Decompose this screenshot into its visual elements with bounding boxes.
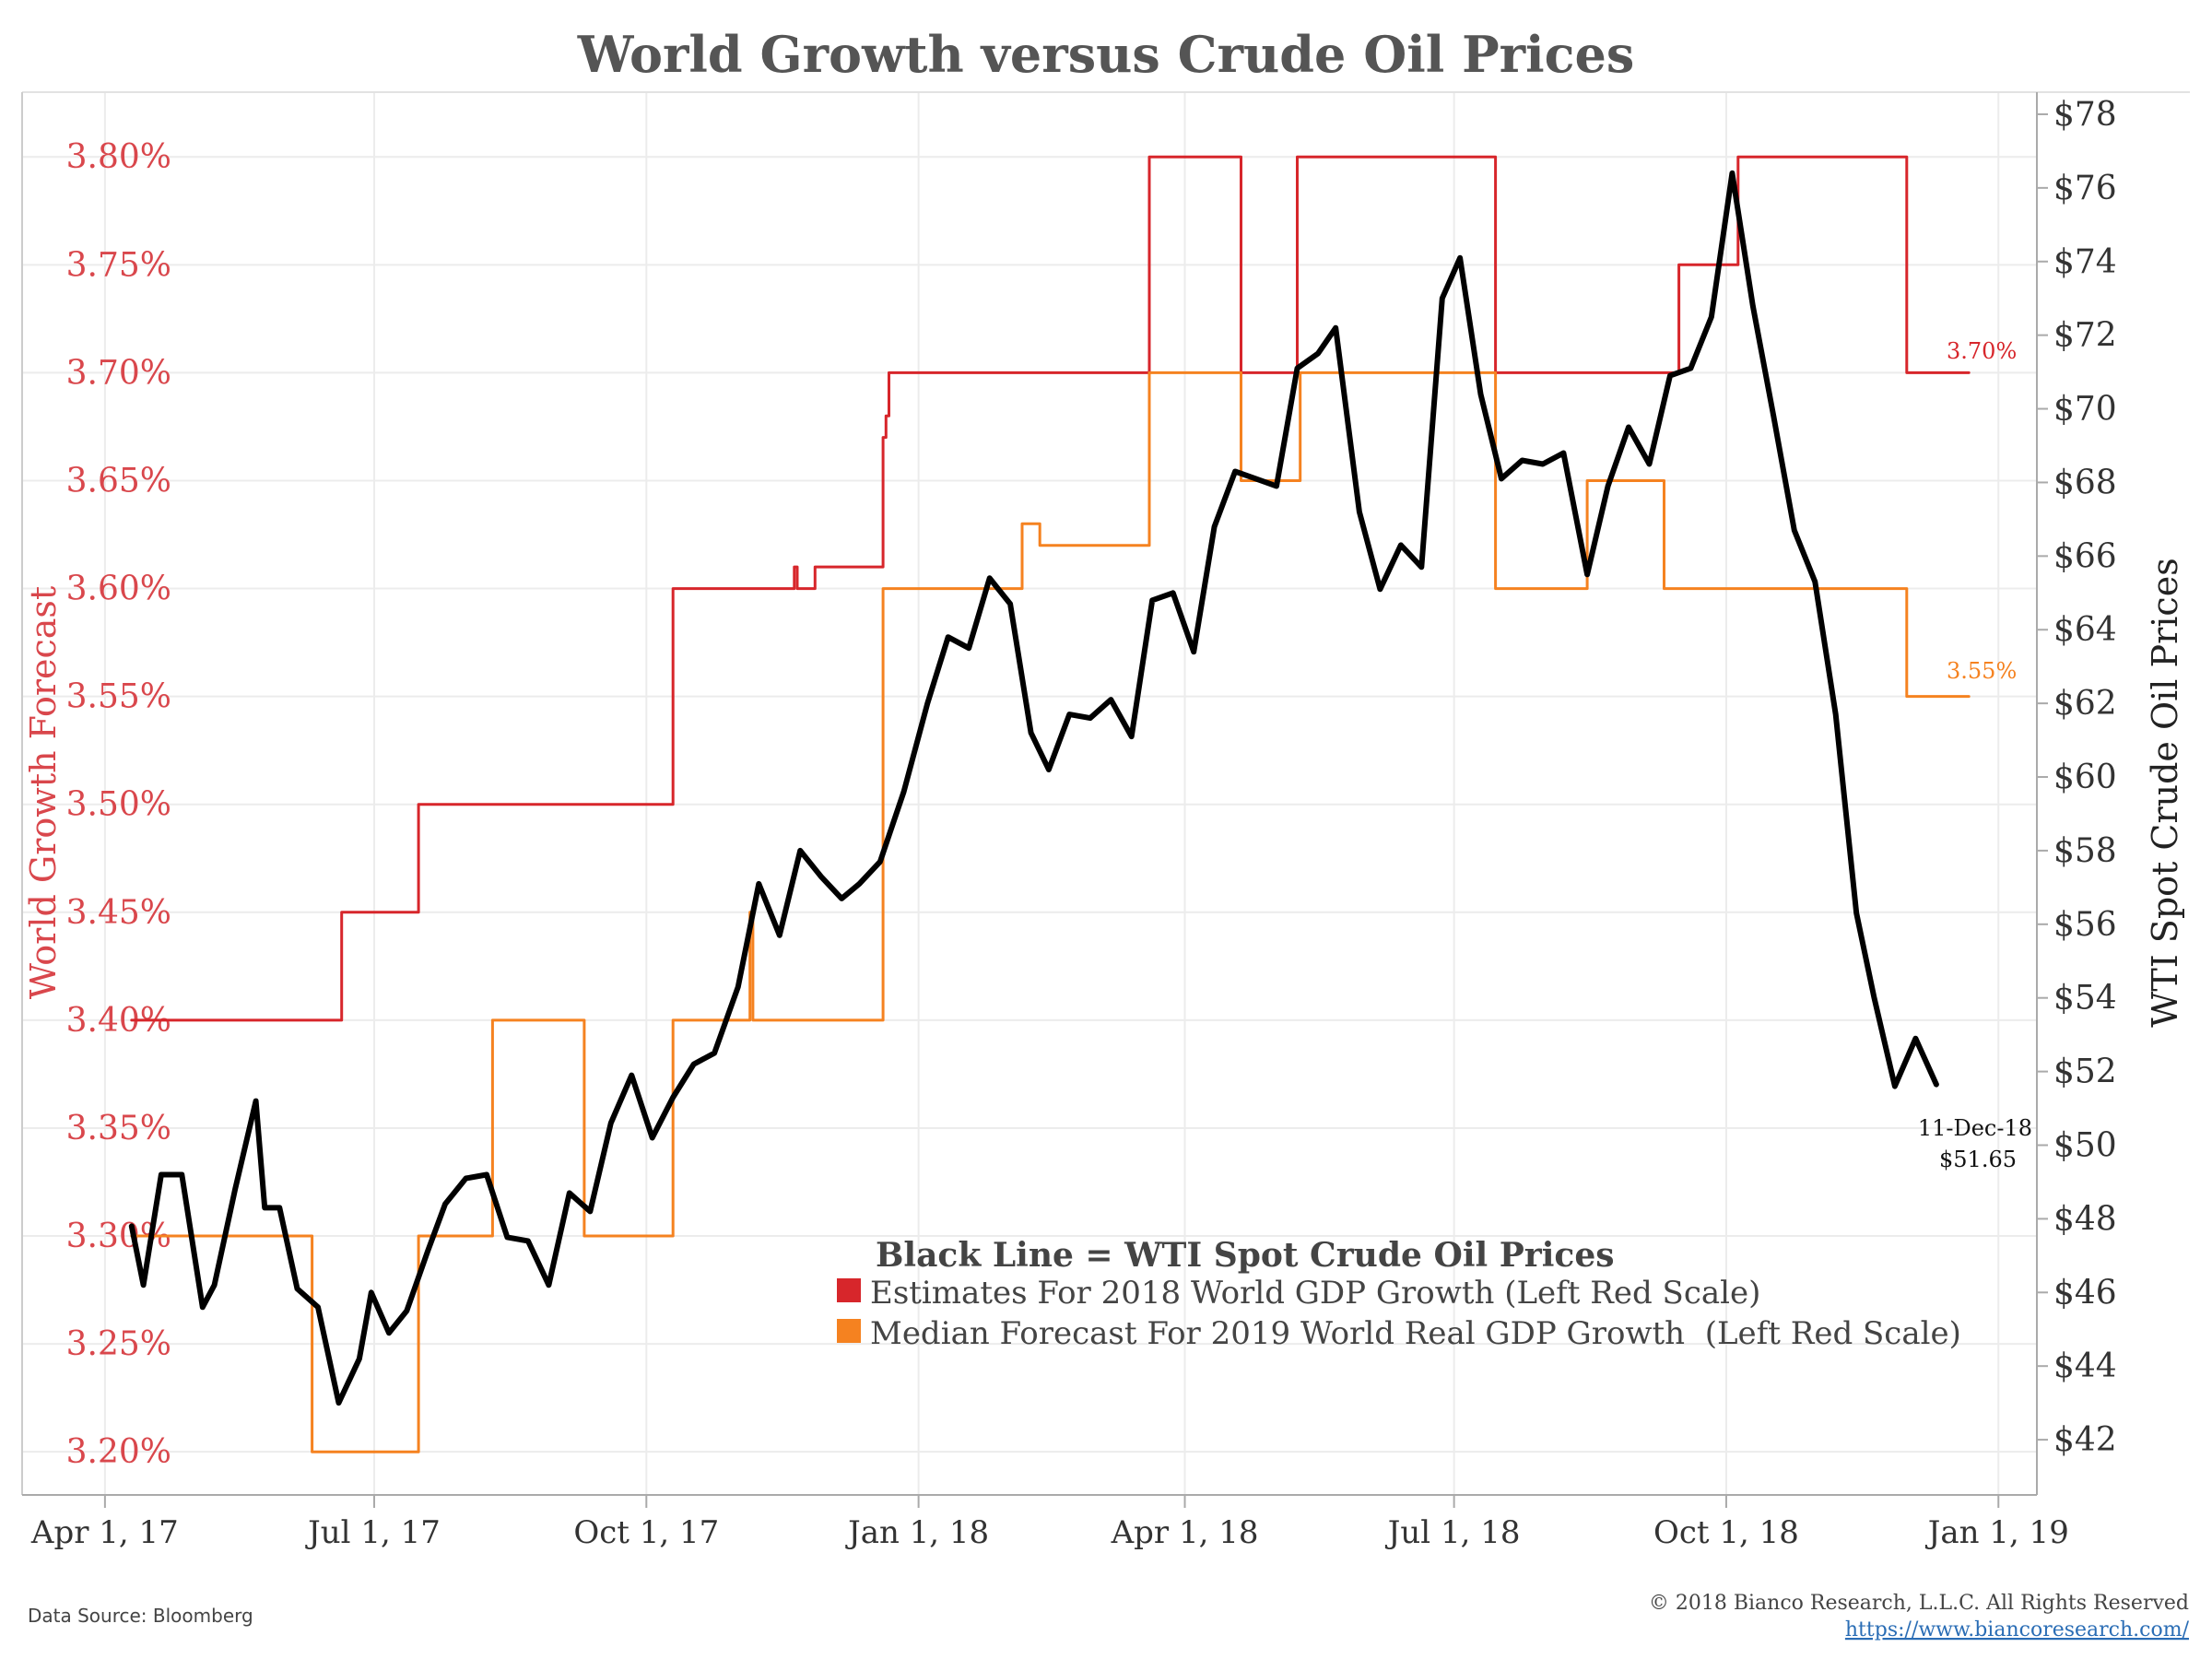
date-label: 11-Dec-18 <box>1918 1115 2032 1141</box>
x-axis-ticks: Apr 1, 17 Jul 1, 17 Oct 1, 17 Jan 1, 18 Apr … <box>30 1495 2069 1551</box>
x-tick-label: Apr 1, 17 <box>30 1514 179 1551</box>
right-tick-label: $54 <box>2053 980 2117 1018</box>
x-tick-label: Oct 1, 18 <box>1653 1514 1799 1551</box>
left-tick-label: 3.80% <box>66 138 171 176</box>
left-tick-label: 3.20% <box>66 1433 171 1471</box>
right-tick-label: $60 <box>2053 759 2117 796</box>
red-end-label: 3.70% <box>1947 338 2017 364</box>
right-tick-label: $62 <box>2053 685 2117 723</box>
left-axis-ticks: 3.20%3.25%3.30%3.35%3.40%3.45%3.50%3.55%… <box>66 138 171 1471</box>
copyright: © 2018 Bianco Research, L.L.C. All Right… <box>1649 1592 2189 1615</box>
left-tick-label: 3.25% <box>66 1325 171 1363</box>
orange-end-label: 3.55% <box>1947 658 2017 684</box>
legend-swatch-red <box>837 1278 861 1302</box>
right-tick-label: $66 <box>2053 537 2117 575</box>
left-axis-label: World Growth Forecast <box>23 586 64 999</box>
right-tick-label: $46 <box>2053 1274 2117 1312</box>
legend-header: Black Line = WTI Spot Crude Oil Prices <box>876 1236 1615 1275</box>
plot-frame <box>21 91 2190 1496</box>
x-tick-label: Apr 1, 18 <box>1111 1514 1259 1551</box>
right-tick-label: $42 <box>2053 1421 2117 1459</box>
right-tick-label: $78 <box>2053 96 2117 134</box>
series-2018-gdp-estimates <box>130 155 1971 1022</box>
x-tick-label: Jan 1, 18 <box>845 1514 989 1551</box>
right-axis-ticks: $42 $44 $46 $48 $50 $52 $54 $56 $58 $60 $62 $64 $66 $… <box>2037 96 2117 1459</box>
series-wti-oil-price <box>128 170 1939 1406</box>
right-tick-label: $50 <box>2053 1126 2117 1164</box>
right-tick-label: $44 <box>2053 1347 2117 1385</box>
legend: Black Line = WTI Spot Crude Oil Prices E… <box>837 1236 1961 1352</box>
right-tick-label: $56 <box>2053 906 2117 944</box>
legend-item-2019-growth: Median Forecast For 2019 World Real GDP … <box>870 1315 1961 1352</box>
left-tick-label: 3.60% <box>66 571 171 608</box>
left-tick-label: 3.35% <box>66 1110 171 1147</box>
right-tick-label: $70 <box>2053 391 2117 429</box>
x-tick-label: Oct 1, 17 <box>573 1514 719 1551</box>
x-tick-label: Jul 1, 18 <box>1385 1514 1521 1551</box>
legend-item-2018-growth: Estimates For 2018 World GDP Growth (Lef… <box>870 1275 1760 1312</box>
right-tick-label: $58 <box>2053 832 2117 870</box>
right-tick-label: $76 <box>2053 170 2117 207</box>
left-tick-label: 3.70% <box>66 354 171 392</box>
x-tick-label: Jul 1, 17 <box>305 1514 441 1551</box>
price-label: $51.65 <box>1939 1147 2017 1172</box>
right-tick-label: $74 <box>2053 243 2117 281</box>
data-source: Data Source: Bloomberg <box>28 1605 253 1627</box>
series-layer <box>128 155 1971 1453</box>
right-tick-label: $68 <box>2053 464 2117 501</box>
left-tick-label: 3.75% <box>66 246 171 284</box>
right-tick-label: $52 <box>2053 1053 2117 1091</box>
left-tick-label: 3.45% <box>66 894 171 932</box>
right-tick-label: $72 <box>2053 317 2117 355</box>
legend-swatch-orange <box>837 1319 861 1343</box>
x-tick-label: Jan 1, 19 <box>1925 1514 2069 1551</box>
chart-title: World Growth versus Crude Oil Prices <box>577 25 1635 84</box>
right-tick-label: $48 <box>2053 1200 2117 1238</box>
right-tick-label: $64 <box>2053 611 2117 649</box>
website-link[interactable]: https://www.biancoresearch.com/ <box>1845 1618 2190 1641</box>
left-tick-label: 3.65% <box>66 462 171 500</box>
left-tick-label: 3.55% <box>66 678 171 716</box>
right-axis-label: WTI Spot Crude Oil Prices <box>2145 558 2185 1027</box>
left-tick-label: 3.50% <box>66 786 171 824</box>
